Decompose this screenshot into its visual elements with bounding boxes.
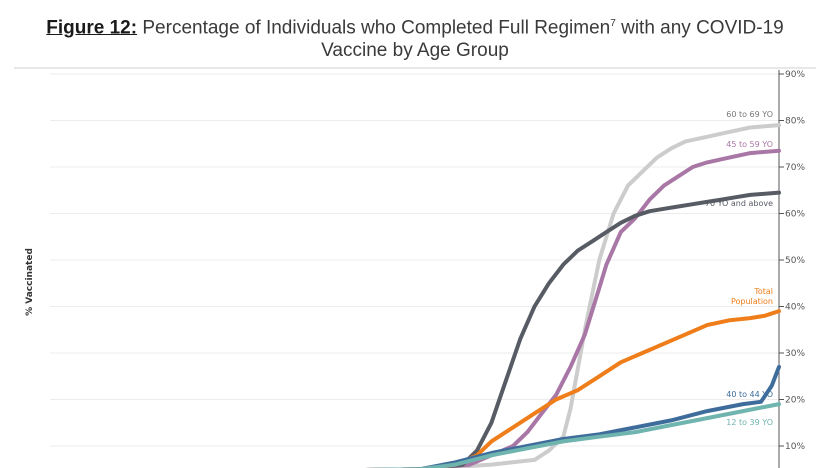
y-tick-label: 20% <box>785 396 805 406</box>
y-tick-label: 70% <box>785 163 805 173</box>
series-label-line: Total <box>753 287 773 296</box>
series-line-70-yo-and-above <box>364 190 781 468</box>
series-line-60-to-69-yo <box>364 123 781 468</box>
title-line2: Vaccine by Age Group <box>321 40 509 62</box>
series-label: 60 to 69 YO <box>726 110 773 119</box>
series-label-line: 45 to 59 YO <box>726 140 773 149</box>
y-tick-label: 50% <box>785 256 805 266</box>
title-superscript: 7 <box>610 18 616 29</box>
title-line1-end: with any COVID-19 <box>615 17 784 39</box>
series-label-line: Population <box>731 297 773 306</box>
series-labels: 60 to 69 YO 45 to 59 YO 70 YO and above Tot… <box>705 110 773 427</box>
series-lines <box>364 123 781 468</box>
figure-title: Figure 12: Percentage of Individuals who… <box>0 12 830 62</box>
series-line-40-to-44-yo <box>364 364 781 468</box>
y-axis-ticks: 10% 20% 30% 40% 50% 60% 70% 80% 90% <box>779 70 805 452</box>
title-line1: Percentage of Individuals who Completed … <box>142 17 611 39</box>
figure-number: Figure 12: <box>46 17 138 39</box>
series-label: Total Population <box>731 287 773 306</box>
series-line-total-population <box>364 309 781 468</box>
series-label: 12 to 39 YO <box>726 418 773 427</box>
y-tick-label: 10% <box>785 442 805 452</box>
grid-lines <box>50 73 779 447</box>
y-axis-label: % Vaccinated <box>25 248 35 316</box>
series-label-line: 12 to 39 YO <box>726 418 773 427</box>
y-tick-label: 30% <box>785 349 805 359</box>
y-tick-label: 60% <box>785 210 805 220</box>
series-label: 70 YO and above <box>705 199 773 208</box>
series-label: 45 to 59 YO <box>726 140 773 149</box>
series-label-line: 40 to 44 YO <box>726 390 773 399</box>
series-label-line: 60 to 69 YO <box>726 110 773 119</box>
y-tick-label: 40% <box>785 303 805 313</box>
series-label: 40 to 44 YO <box>726 390 773 399</box>
y-tick-label: 90% <box>785 70 805 80</box>
series-line-12-to-39-yo <box>364 402 781 468</box>
series-label-line: 70 YO and above <box>705 199 773 208</box>
y-tick-label: 80% <box>785 117 805 127</box>
